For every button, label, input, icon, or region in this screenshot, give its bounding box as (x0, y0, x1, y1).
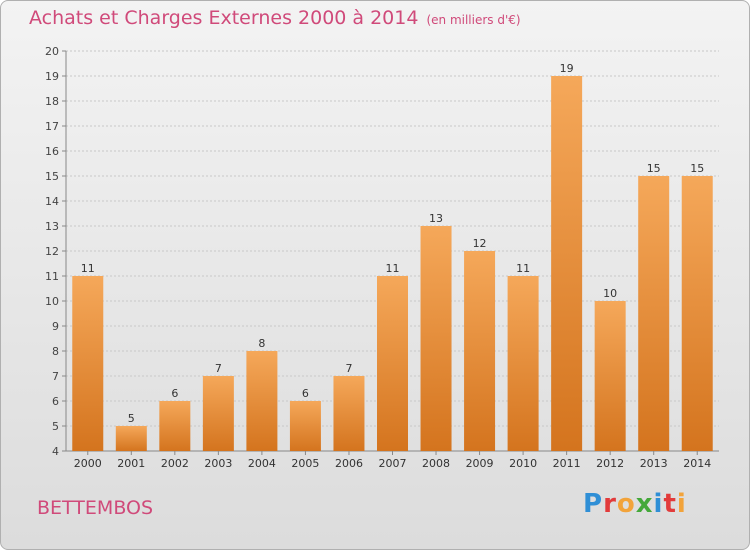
data-label-2000: 11 (81, 262, 95, 275)
y-tick-label: 16 (45, 145, 59, 158)
y-tick-label: 8 (52, 345, 59, 358)
x-tick-label-2000: 2000 (74, 457, 102, 470)
data-label-2007: 11 (386, 262, 400, 275)
y-tick-label: 17 (45, 120, 59, 133)
x-tick-label-2008: 2008 (422, 457, 450, 470)
bar-2007 (377, 276, 408, 451)
y-tick-label: 11 (45, 270, 59, 283)
y-tick-label: 18 (45, 95, 59, 108)
bar-2000 (72, 276, 104, 451)
bar-2014 (681, 176, 713, 451)
title-text: Achats et Charges Externes 2000 à 2014 (29, 7, 419, 29)
y-tick-label: 9 (52, 320, 59, 333)
data-label-2013: 15 (647, 162, 661, 175)
data-label-2002: 6 (171, 387, 178, 400)
y-tick-label: 10 (45, 295, 59, 308)
data-label-2006: 7 (345, 362, 352, 375)
y-tick-label: 4 (52, 445, 59, 458)
y-tick-label: 6 (52, 395, 59, 408)
x-tick-label-2012: 2012 (596, 457, 624, 470)
x-tick-label-2004: 2004 (248, 457, 276, 470)
town-name: BETTEMBOS (37, 497, 154, 519)
x-tick-label-2003: 2003 (204, 457, 232, 470)
chart-subtitle: (en milliers d'€) (426, 13, 521, 27)
bar-2009 (464, 251, 496, 451)
bar-2003 (202, 376, 234, 451)
bar-2002 (159, 401, 191, 451)
y-tick-label: 20 (45, 45, 59, 58)
x-tick-label-2013: 2013 (640, 457, 668, 470)
y-tick-label: 5 (52, 420, 59, 433)
x-tick-label-2002: 2002 (161, 457, 189, 470)
bar-2005 (289, 401, 321, 451)
bar-2008 (420, 226, 452, 451)
bar-2012 (594, 301, 626, 451)
bar-2011 (551, 76, 583, 451)
y-tick-label: 14 (45, 195, 59, 208)
data-label-2008: 13 (429, 212, 443, 225)
y-tick-label: 13 (45, 220, 59, 233)
proxiti-logo[interactable]: Proxiti (583, 489, 687, 519)
data-label-2014: 15 (690, 162, 704, 175)
data-label-2001: 5 (128, 412, 135, 425)
data-label-2003: 7 (215, 362, 222, 375)
bar-2013 (638, 176, 670, 451)
x-tick-label-2001: 2001 (117, 457, 145, 470)
chart-title: Achats et Charges Externes 2000 à 2014 (e… (29, 7, 521, 29)
data-label-2004: 8 (258, 337, 265, 350)
x-tick-label-2014: 2014 (683, 457, 711, 470)
x-tick-label-2006: 2006 (335, 457, 363, 470)
data-label-2011: 19 (560, 62, 574, 75)
data-label-2005: 6 (302, 387, 309, 400)
bar-2004 (246, 351, 278, 451)
x-axis: 2000 2001 2002 2003 2004 2005 2006 2007 2008 2009… (74, 451, 711, 470)
data-label-2009: 12 (473, 237, 487, 250)
data-labels: 11 5 6 7 8 6 7 11 13 12 11 19 10 15 15 (81, 62, 704, 425)
x-tick-label-2011: 2011 (553, 457, 581, 470)
x-tick-label-2005: 2005 (291, 457, 319, 470)
bars (72, 76, 713, 451)
y-tick-label: 12 (45, 245, 59, 258)
bar-2010 (507, 276, 539, 451)
data-label-2010: 11 (516, 262, 530, 275)
x-tick-label-2007: 2007 (379, 457, 407, 470)
y-tick-label: 7 (52, 370, 59, 383)
data-label-2012: 10 (603, 287, 617, 300)
bar-2006 (333, 376, 365, 451)
y-tick-label: 19 (45, 70, 59, 83)
x-tick-label-2009: 2009 (466, 457, 494, 470)
y-tick-label: 15 (45, 170, 59, 183)
x-tick-label-2010: 2010 (509, 457, 537, 470)
bar-2001 (115, 426, 147, 451)
